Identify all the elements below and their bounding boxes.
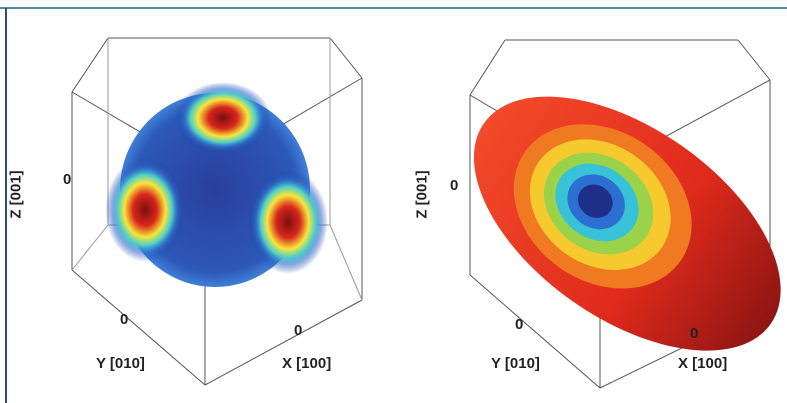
z-tick: 0: [450, 177, 459, 194]
x-axis-label: X [100]: [678, 355, 728, 372]
y-axis-label: Y [010]: [96, 355, 145, 372]
panel-left: [71, 37, 363, 386]
surface-band: [577, 184, 613, 218]
lobe: [105, 158, 185, 262]
edge: [469, 274, 601, 389]
surface: [473, 96, 781, 351]
edge: [469, 39, 506, 96]
edge: [71, 224, 109, 271]
y-axis-label: Y [010]: [491, 355, 540, 372]
x-axis-label: X [100]: [282, 355, 332, 372]
edge: [329, 37, 363, 79]
z-tick: 0: [63, 171, 72, 188]
edge: [71, 269, 206, 386]
edge: [71, 37, 109, 93]
z-axis-label: Z [001]: [7, 170, 25, 219]
z-axis-label: Z [001]: [413, 170, 431, 219]
lobe: [175, 82, 271, 154]
edge: [204, 299, 363, 386]
edge: [329, 224, 363, 301]
x-tick: 0: [294, 322, 303, 339]
panel-right: [469, 39, 781, 389]
lobe: [248, 170, 328, 274]
x-tick: 0: [690, 325, 699, 342]
edge: [737, 39, 771, 81]
y-tick: 0: [515, 316, 524, 333]
y-tick: 0: [120, 311, 129, 328]
